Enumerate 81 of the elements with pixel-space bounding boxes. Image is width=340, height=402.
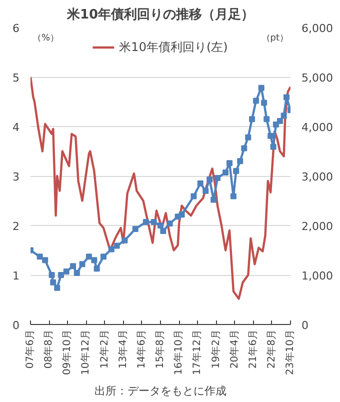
y2-tick-label: 3,000: [302, 170, 333, 184]
point: [74, 270, 80, 276]
y2-tick-label: 4,000: [302, 121, 333, 134]
y2-axis-title: （pt）: [261, 34, 289, 44]
point: [222, 170, 229, 176]
point: [261, 100, 268, 106]
point: [54, 284, 60, 291]
x-tick-label: 10年12月: [80, 329, 92, 375]
point: [79, 261, 86, 268]
point: [160, 228, 166, 234]
point: [245, 134, 252, 140]
x-tick-label: 12年2月: [98, 329, 110, 369]
point: [142, 219, 149, 226]
point: [150, 219, 157, 226]
x-tick-label: 15年8月: [154, 329, 166, 369]
point: [210, 196, 217, 203]
x-tick-label: 20年4月: [228, 329, 240, 369]
chart-title: 米10年債利回りの推移（月足）: [66, 6, 254, 22]
x-tick-label: 09年10月: [61, 329, 74, 375]
point: [258, 84, 264, 91]
point: [202, 188, 209, 194]
x-tick-label: 16年10月: [172, 329, 185, 375]
point: [280, 112, 287, 119]
x-tick-label: 23年10月: [284, 329, 296, 375]
y-tick-label: 4: [12, 121, 20, 134]
y-tick-label: 0: [12, 319, 20, 332]
legend-label: 米10年債利回り(左): [119, 38, 228, 56]
x-tick-label: 14年6月: [135, 329, 148, 369]
point: [114, 242, 120, 249]
point: [226, 160, 232, 166]
point: [70, 263, 76, 270]
point: [166, 220, 173, 227]
point: [197, 180, 204, 186]
point: [214, 174, 221, 181]
x-tick-label: 19年2月: [210, 329, 222, 369]
point: [178, 212, 185, 218]
x-tick-label: 21年6月: [246, 329, 259, 369]
point: [50, 279, 56, 286]
y-axis-title: （%）: [32, 34, 60, 44]
y2-tick-label: 2,000: [302, 220, 333, 233]
point: [241, 145, 248, 152]
y2-tick-label: 0: [302, 319, 308, 332]
point: [237, 158, 244, 164]
y2-tick-label: 1,000: [302, 270, 333, 282]
point: [63, 268, 70, 275]
y-tick-label: 3: [12, 170, 20, 184]
y-tick-label: 1: [12, 270, 20, 282]
x-tick-label: 22年8月: [265, 329, 278, 369]
point: [36, 254, 43, 260]
point: [91, 257, 98, 264]
point: [268, 132, 274, 139]
point: [48, 272, 55, 278]
point: [230, 193, 236, 200]
point: [86, 254, 92, 260]
y-tick-label: 2: [12, 220, 20, 233]
point: [42, 257, 48, 264]
y2-tick-label: 6,000: [302, 22, 333, 35]
point: [108, 246, 114, 252]
text: 出所：データをもとに作成: [94, 384, 226, 398]
point: [206, 176, 213, 182]
x-tick-label: 07年6月: [24, 329, 36, 369]
point: [190, 193, 197, 200]
point: [253, 98, 260, 104]
point: [276, 118, 283, 124]
point: [264, 116, 270, 122]
point: [122, 237, 128, 244]
point: [58, 272, 64, 278]
point: [100, 254, 106, 260]
point: [249, 116, 256, 122]
y-tick-label: 6: [12, 22, 20, 35]
point: [270, 144, 276, 150]
x-tick-label: 08年8月: [42, 329, 55, 369]
y-tick-label: 5: [12, 72, 20, 84]
y2-tick-label: 5,000: [302, 72, 333, 84]
point: [132, 226, 138, 232]
point: [283, 94, 290, 100]
point: [233, 168, 240, 174]
point: [94, 266, 100, 272]
x-tick-label: 13年4月: [116, 329, 129, 369]
x-tick-label: 17年12月: [191, 329, 204, 375]
point: [158, 222, 164, 228]
